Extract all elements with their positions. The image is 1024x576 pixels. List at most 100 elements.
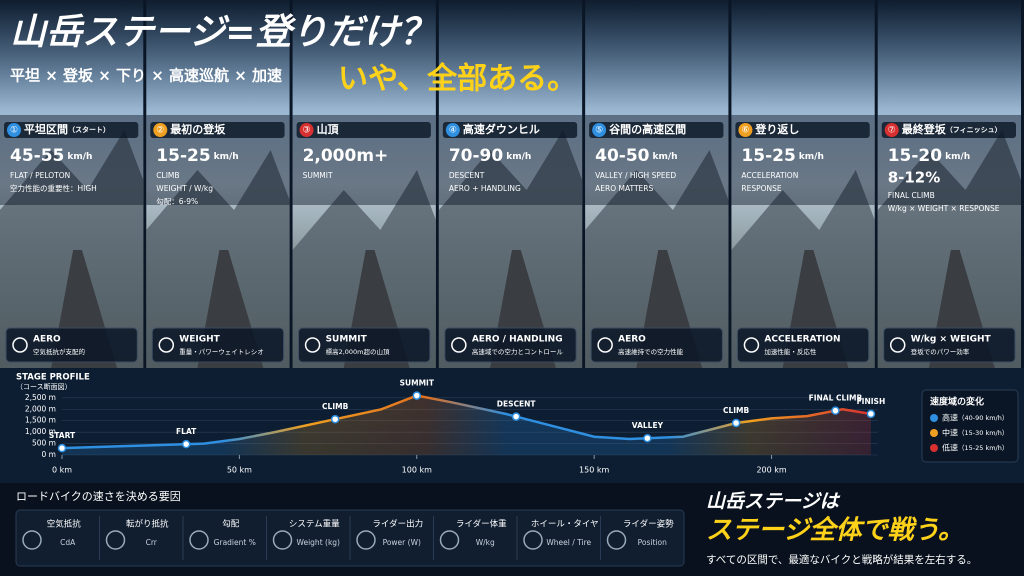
factor-icon — [523, 530, 543, 550]
icon — [889, 337, 906, 353]
panel-title: 登り返し — [754, 122, 799, 136]
panel-tag: （フィニッシュ） — [946, 126, 1002, 134]
panel-speed: 40-50 km/h — [595, 146, 677, 166]
legend-range: （15-30 km/h） — [958, 429, 1008, 437]
panel-line: ACCELERATION — [741, 171, 798, 180]
mountain — [0, 130, 144, 368]
factor-name: 空気抵抗 — [47, 519, 82, 530]
title: 山岳ステージ=登りだけ？ — [10, 12, 435, 53]
legend-range: （15-25 km/h） — [958, 444, 1008, 452]
icon-text: 登坂でのパワー効率 — [911, 347, 970, 356]
annotation-label: CLIMB — [322, 402, 349, 411]
factor-name: ライダー姿勢 — [623, 519, 674, 530]
legend-name: 中速（15-30 km/h） — [942, 428, 1008, 438]
icon-title: WEIGHT — [179, 335, 220, 345]
x-tick-label: 150 km — [579, 466, 609, 475]
panel-line: W/kg × WEIGHT × RESPONSE — [888, 204, 1000, 213]
mountain — [438, 130, 583, 368]
factor-icon — [22, 530, 42, 550]
annotation-label: FINAL CLIMB — [809, 394, 863, 403]
icon-text: 加速性能・反応性 — [764, 347, 817, 356]
panel-title: 最終登坂（フィニッシュ） — [902, 122, 1002, 136]
factor-name: 勾配 — [222, 519, 240, 530]
y-tick-label: 2,000 m — [25, 404, 56, 413]
annotation-label: FLAT — [176, 427, 197, 436]
factor-sub: Position — [638, 538, 667, 547]
icon-title: ACCELERATION — [764, 335, 840, 345]
title-badge — [296, 122, 431, 138]
icon-text: 重量・パワーウェイトレシオ — [179, 348, 263, 356]
footer-line2: ステージ全体で戦う。 — [706, 516, 964, 546]
panel-title: 谷間の高速区間 — [609, 122, 686, 136]
panel-unit: km/h — [67, 152, 92, 162]
factor-name: 転がり抵抗 — [126, 519, 169, 530]
annotation-marker — [412, 391, 422, 400]
title-badge — [150, 122, 285, 138]
profile-line — [61, 394, 872, 450]
tagline: いや、全部ある。 — [338, 62, 577, 97]
legend-dot — [930, 444, 938, 452]
icon-title: AERO / HANDLING — [472, 335, 563, 345]
icon — [597, 337, 613, 353]
factor-sub: Weight (kg) — [297, 538, 341, 547]
panel-num: ⑤ — [595, 126, 603, 136]
footer-note: すべての区間で、最適なバイクと戦略が結果を左右する。 — [706, 553, 977, 566]
x-tick-label: 200 km — [756, 466, 786, 475]
icon — [12, 337, 28, 353]
y-tick-label: 1,000 m — [25, 427, 56, 436]
panel-unit: km/h — [214, 152, 239, 162]
factor-icon — [105, 530, 126, 550]
factor-sub: Crr — [146, 538, 158, 547]
icon-text: 高速域での空力とコントロール — [472, 347, 564, 356]
factor-name: ホイール・タイヤ — [531, 520, 599, 530]
legend-range: （40-90 km/h） — [958, 414, 1008, 422]
legend-box — [921, 389, 1019, 463]
mountain — [877, 130, 1021, 368]
annotation-marker — [731, 418, 741, 428]
icon-text: 標高2,000m超の山頂 — [326, 347, 390, 356]
num-dot — [299, 123, 314, 137]
legend-title: 速度域の変化 — [930, 396, 984, 408]
factor-icon — [356, 530, 376, 550]
icon-title: AERO — [33, 335, 61, 345]
legend-dot — [930, 414, 938, 422]
factor-name: ライダー出力 — [372, 519, 423, 530]
annotation-marker — [511, 412, 521, 421]
legend-name: 高速（40-90 km/h） — [942, 413, 1008, 423]
annotation-label: DESCENT — [497, 400, 537, 409]
panel-title: 高速ダウンヒル — [463, 122, 540, 136]
panel-num: ③ — [303, 126, 311, 136]
title-badge — [881, 122, 1016, 138]
profile-area — [62, 395, 871, 455]
icon-box — [444, 327, 577, 363]
icon — [158, 337, 175, 353]
annotation-label: FINISH — [857, 397, 886, 406]
panel-unit: km/h — [945, 152, 970, 162]
annotation-marker — [57, 443, 67, 453]
x-tick-label: 50 km — [227, 466, 252, 475]
annotation-label: CLIMB — [723, 406, 750, 415]
panel-speed: 2,000m+ — [303, 146, 389, 166]
title-badge — [589, 122, 724, 138]
y-tick-label: 2,500 m — [25, 393, 56, 402]
num-dot — [153, 123, 168, 137]
icon-box — [5, 327, 138, 363]
factor-sub: Power (W) — [383, 538, 421, 547]
x-tick-label: 0 km — [52, 466, 72, 475]
factor-name: ライダー体重 — [456, 519, 507, 530]
footer-line1: 山岳ステージは — [706, 491, 841, 513]
legend-dot — [930, 429, 938, 437]
annotation-label: SUMMIT — [400, 379, 435, 388]
panel-unit: km/h — [506, 152, 531, 162]
factor-sub: Wheel / Tire — [546, 538, 591, 547]
icon-box — [298, 327, 431, 363]
panel-speed: 15-25 km/h — [741, 146, 823, 166]
panel-grade: 8-12% — [888, 169, 941, 187]
panel-title: 平坦区間（スタート） — [24, 122, 110, 136]
title-badge — [4, 122, 139, 138]
panel-speed: 15-25 km/h — [156, 146, 238, 166]
icon-text: 高速維持での空力性能 — [618, 347, 684, 356]
num-dot — [7, 123, 21, 137]
y-tick-label: 0 m — [42, 450, 56, 459]
